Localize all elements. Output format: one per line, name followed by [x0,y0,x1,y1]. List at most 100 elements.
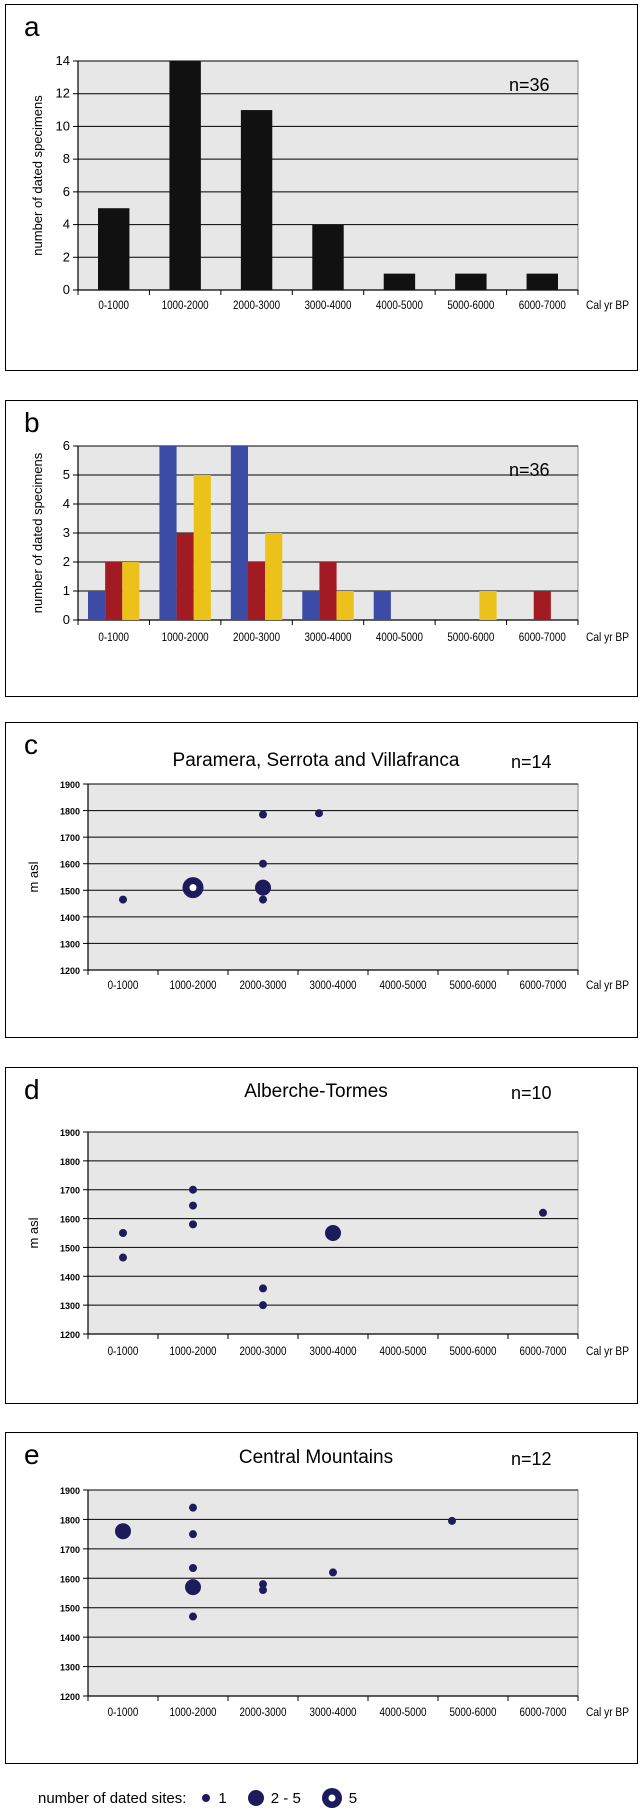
bar [176,533,194,620]
data-point [119,895,127,904]
chart-panel-a: a 0 2 4 6 8 10 12 14 0-1000 1000-2000 2000-3000 300… [5,4,638,371]
panel-letter: b [24,407,40,438]
y-axis-label: m asl [26,1217,41,1248]
y-tick-label: 1300 [60,939,80,949]
x-tick-label: 4000-5000 [379,1706,426,1719]
bar [240,110,273,290]
marker-size-legend: number of dated sites: 1 2 - 5 5 [38,1786,377,1810]
x-tick-label: 0-1000 [108,1706,139,1719]
y-tick-label: 1200 [60,1692,80,1702]
x-tick-label: 6000-7000 [519,1706,566,1719]
y-tick-label: 1600 [60,1215,80,1225]
bar [312,224,344,290]
x-tick-label: 5000-6000 [447,299,494,312]
y-tick-label: 12 [56,86,70,101]
y-tick-label: 4 [63,496,70,511]
x-tick-label: 1000-2000 [169,1345,216,1358]
data-point [259,895,267,904]
data-point [259,1580,267,1589]
data-point [259,859,267,868]
chart-title: Alberche-Tormes [244,1081,388,1102]
y-tick-label: 8 [63,151,70,166]
chart-d-svg: 1200 1300 1400 1500 1600 1700 1800 1900 0-1000 10… [26,1081,629,1358]
x-tick-label: 0-1000 [108,979,139,992]
data-point [119,1229,127,1237]
chart-panel-d: d 1200 1300 1400 1500 1600 1700 1800 1900 0-1000… [5,1067,638,1404]
x-tick-label: 4000-5000 [379,979,426,992]
data-point [189,1563,197,1572]
data-point [189,1201,197,1210]
y-tick-label: 1800 [60,807,80,817]
data-point [185,1579,201,1596]
x-tick-label: 1000-2000 [169,1706,216,1719]
x-tick-label: 2000-3000 [233,631,280,644]
data-point [259,1284,267,1293]
x-tick-label: 6000-7000 [519,1345,566,1358]
data-point [325,1225,341,1241]
x-tick-label: 0-1000 [98,631,129,644]
data-point [119,1253,127,1262]
bar [533,591,551,620]
y-tick-label: 0 [63,612,70,627]
data-point [255,879,271,896]
data-point [329,1568,337,1577]
x-tick-label: 0-1000 [108,1345,139,1358]
y-tick-label: 1 [63,583,70,598]
x-axis-unit: Cal yr BP [586,1345,629,1358]
legend-label: number of dated sites: [38,1789,187,1807]
medium-dot-icon [247,1790,264,1806]
x-tick-label: 3000-4000 [309,1345,356,1358]
panel-letter: c [24,729,38,760]
bar [479,591,497,620]
data-point [189,1530,197,1539]
y-tick-label: 1900 [60,1128,80,1138]
x-axis-unit: Cal yr BP [586,631,629,644]
data-point [259,1301,267,1310]
y-tick-label: 1900 [60,780,80,790]
x-tick-label: 5000-6000 [449,979,496,992]
panel-letter: e [24,1439,40,1470]
chart-panel-e: e 1200 1300 1400 1500 1600 1700 1800 1900 0-1000… [5,1432,638,1764]
bar [230,446,248,620]
y-tick-label: 1700 [60,833,80,843]
x-tick-label: 1000-2000 [162,299,209,312]
bar [248,562,266,620]
bar [526,273,558,290]
y-tick-label: 1700 [60,1545,80,1555]
data-point [259,810,267,819]
x-tick-label: 2000-3000 [233,299,280,312]
sample-count-annotation: n=12 [511,1449,552,1469]
x-tick-label: 6000-7000 [519,299,566,312]
y-tick-label: 1300 [60,1663,80,1673]
x-tick-label: 6000-7000 [519,631,566,644]
y-tick-label: 0 [63,282,70,297]
x-tick-label: 1000-2000 [169,979,216,992]
bar [265,533,283,620]
bar [455,273,487,290]
bar [98,208,130,290]
large-ring-dot-icon [321,1788,342,1808]
legend-item-text: 1 [218,1789,227,1807]
y-tick-label: 1800 [60,1157,80,1167]
x-tick-label: 4000-5000 [376,631,423,644]
plot-area [87,783,579,971]
y-tick-label: 1900 [60,1486,80,1496]
sample-count-annotation: n=10 [511,1083,552,1103]
y-tick-label: 1800 [60,1515,80,1525]
x-tick-label: 3000-4000 [304,631,351,644]
y-tick-label: 2 [63,249,70,264]
bar [336,591,354,620]
data-point [259,1586,267,1595]
y-tick-label: 1200 [60,1330,80,1340]
bar [122,562,140,620]
chart-panel-c: c 1200 1300 1400 1500 1600 1700 1800 1900 0-1000… [5,722,638,1038]
y-tick-label: 4 [63,217,70,232]
y-tick-label: 1300 [60,1301,80,1311]
y-tick-label: 1400 [60,1633,80,1643]
y-tick-label: 6 [63,438,70,453]
data-point [315,809,323,818]
y-tick-label: 1400 [60,1272,80,1282]
x-axis-unit: Cal yr BP [586,979,629,992]
y-tick-label: 1500 [60,1604,80,1614]
bar [88,591,106,620]
